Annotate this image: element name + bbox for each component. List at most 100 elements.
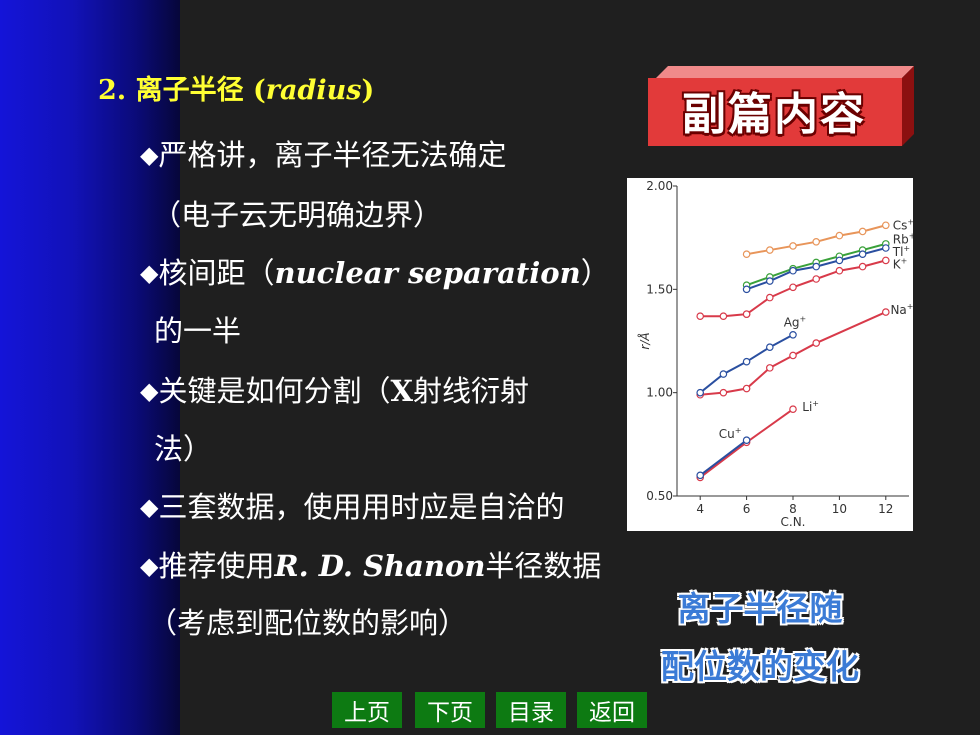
data-point	[766, 343, 774, 352]
data-point	[858, 262, 867, 271]
left-gradient-band	[0, 0, 180, 735]
x-tick-label: 12	[878, 502, 893, 516]
data-point	[858, 227, 867, 236]
series-label-text: Ag	[784, 315, 800, 329]
x-axis-label: C.N.	[781, 515, 806, 529]
series-label: Na+	[890, 302, 913, 317]
data-point	[789, 405, 797, 414]
series-label-text: Tl	[892, 245, 904, 259]
y-tick-label: 0.50	[646, 489, 673, 503]
series-label: K+	[893, 257, 908, 272]
series-label: Tl+	[892, 244, 910, 259]
data-point	[881, 256, 890, 265]
data-point	[789, 266, 797, 275]
y-tick-label: 2.00	[646, 179, 673, 193]
text-line-6: 法）	[154, 432, 213, 466]
series-line-8	[699, 439, 748, 477]
series-label: Li+	[802, 399, 819, 414]
series-label-charge: +	[735, 426, 742, 435]
x-tick-label: 4	[696, 502, 704, 516]
data-point	[766, 277, 774, 285]
series-label-text: Cs	[893, 218, 908, 232]
data-point	[835, 256, 844, 265]
data-point	[881, 221, 890, 230]
series-label-charge: +	[903, 244, 910, 253]
data-point	[812, 237, 821, 246]
prev-page-button[interactable]: 上页	[332, 692, 402, 728]
series-label-text: Li	[802, 400, 812, 414]
series-label-text: Cu	[719, 427, 735, 441]
data-point	[742, 250, 751, 259]
text-line-2: （电子云无明确边界）	[152, 198, 443, 232]
data-point	[766, 246, 774, 254]
diamond-bullet-icon: ◆	[140, 552, 159, 580]
series-label-charge: +	[901, 257, 908, 266]
series-label-text: Rb	[893, 233, 909, 247]
data-point	[789, 331, 797, 339]
supplementary-content-badge: 副篇内容	[648, 66, 914, 148]
series-label: Cu+	[719, 426, 742, 441]
data-point	[835, 231, 844, 240]
bullet-line-7: ◆三套数据，使用用时应是自洽的	[140, 490, 565, 524]
next-page-button[interactable]: 下页	[415, 692, 485, 728]
series-label: Rb+	[893, 232, 913, 247]
data-point	[696, 471, 705, 480]
data-point	[789, 351, 797, 360]
data-point	[766, 293, 774, 302]
chart-svg: 0.501.001.502.004 6 8 10 12C.N.r/ÅCs+Rb+Tl+K…	[637, 179, 913, 529]
x-tick-label: 10	[832, 502, 847, 516]
diamond-bullet-icon: ◆	[140, 493, 159, 521]
data-point	[719, 370, 728, 378]
text-line-4: 的一半	[154, 314, 242, 348]
data-point	[742, 384, 751, 393]
series-label-charge: +	[907, 302, 913, 311]
badge-shape	[648, 66, 914, 146]
data-point	[858, 250, 867, 259]
data-point	[835, 266, 844, 275]
data-point	[812, 262, 821, 271]
caption-line-1: 离子半径随	[677, 589, 843, 628]
data-point	[881, 244, 890, 252]
series-label-charge: +	[909, 232, 913, 241]
data-point	[742, 310, 751, 318]
data-point	[812, 275, 821, 283]
bullet-line-5: ◆关键是如何分割（X射线衍射	[140, 374, 530, 408]
data-point	[719, 312, 728, 321]
diamond-bullet-icon: ◆	[140, 377, 159, 405]
data-point	[742, 285, 751, 294]
data-point	[766, 364, 774, 372]
back-button[interactable]: 返回	[577, 692, 647, 728]
data-point	[881, 308, 890, 316]
series-label-charge: +	[800, 314, 807, 323]
series-label: Cs+	[893, 217, 913, 232]
data-point	[742, 436, 751, 445]
diamond-bullet-icon: ◆	[140, 141, 159, 169]
data-point	[696, 312, 705, 321]
radius-vs-cn-chart: 0.50 1.00 1.50 2.00 4 6 8 10 12 C.N. r/Å Cs+ Rb+ Tl+ K…	[627, 178, 913, 531]
data-point	[812, 339, 821, 347]
badge-face	[648, 78, 902, 146]
x-tick-label: 6	[743, 502, 751, 516]
series-label-charge: +	[907, 217, 913, 226]
y-axis-label: r/Å	[637, 332, 652, 349]
series-label-text: K	[893, 258, 902, 272]
series-label-charge: +	[812, 399, 819, 408]
data-point	[742, 357, 751, 366]
bullet-line-3: ◆核间距（nuclear separation）	[140, 256, 610, 290]
y-tick-label: 1.50	[646, 282, 673, 296]
toc-button[interactable]: 目录	[496, 692, 566, 728]
bullet-line-1: ◆严格讲，离子半径无法确定	[140, 138, 507, 172]
x-tick-label: 8	[789, 502, 797, 516]
caption-line-2: 配位数的变化	[661, 647, 859, 686]
series-label-text: Na	[890, 303, 906, 317]
text-line-9: （考虑到配位数的影响）	[148, 606, 468, 640]
data-point	[696, 388, 705, 397]
series-label: Ag+	[784, 314, 807, 329]
badge-label: 副篇内容	[682, 89, 866, 140]
data-point	[719, 388, 728, 397]
diamond-bullet-icon: ◆	[140, 259, 159, 287]
page-title: 2. 离子半径 (radius)	[98, 75, 375, 106]
y-tick-label: 1.00	[646, 386, 673, 400]
bullet-line-8: ◆推荐使用R. D. Shanon半径数据	[140, 549, 602, 583]
data-point	[789, 283, 797, 292]
